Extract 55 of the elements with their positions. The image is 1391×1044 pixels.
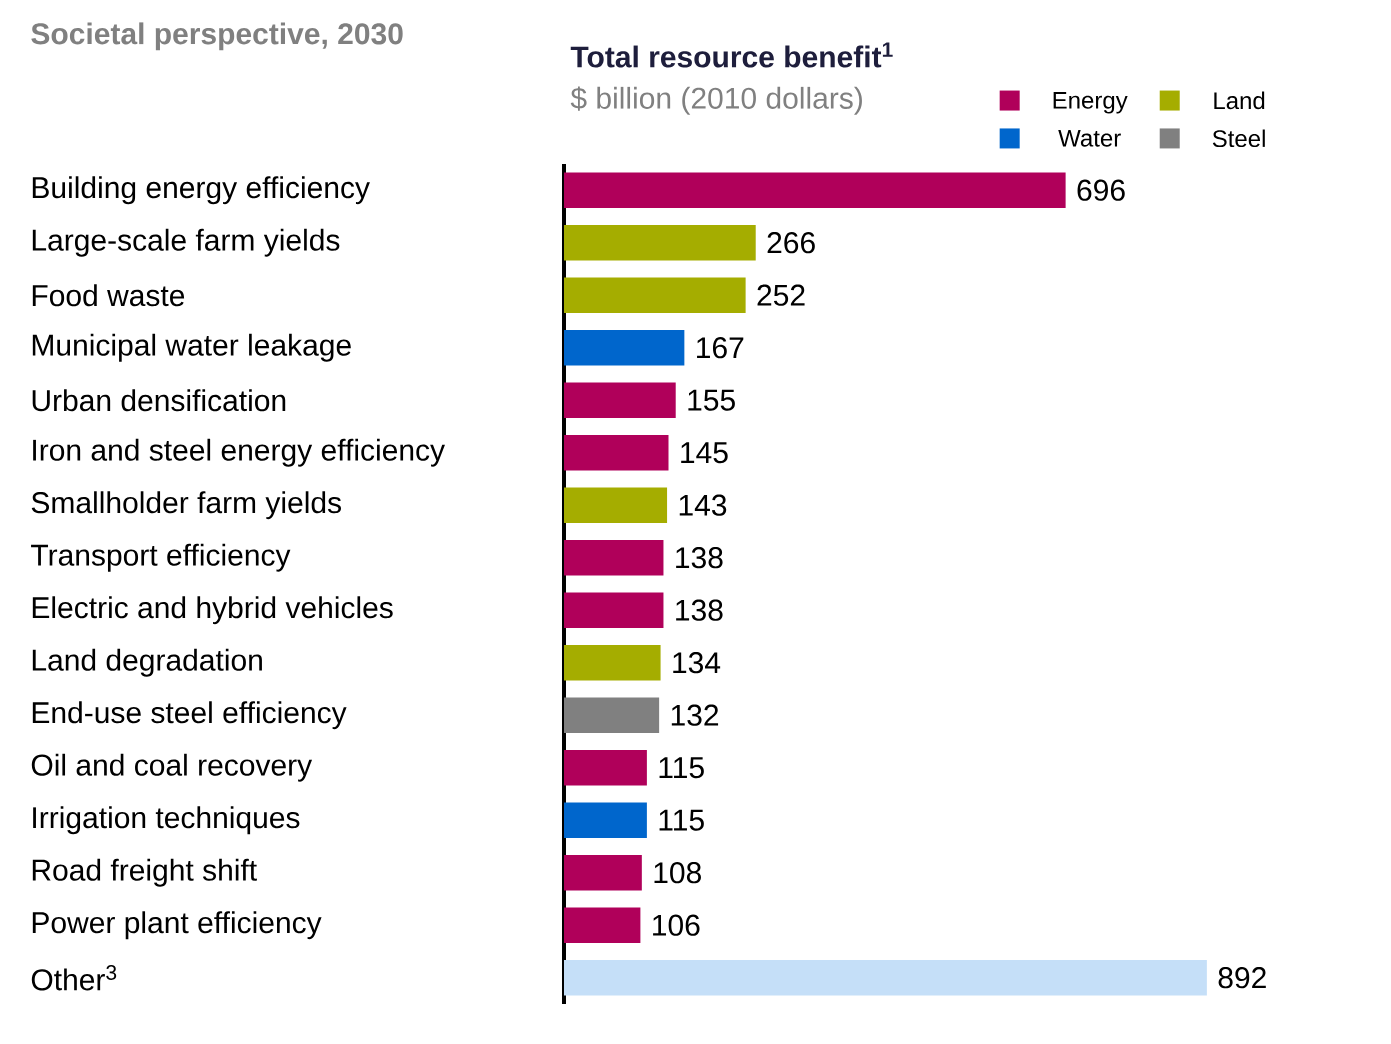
data-label: 134 <box>673 652 721 674</box>
bar <box>564 644 661 681</box>
bar <box>564 697 660 734</box>
y-tick-label: Power plant efficiency <box>32 911 322 940</box>
text: Societal perspective, 2030 <box>31 22 403 51</box>
data-label: 132 <box>671 704 719 726</box>
bar <box>564 959 1207 996</box>
legend-label: Land <box>1214 91 1265 110</box>
data-label: 266 <box>767 232 815 254</box>
data-label: 143 <box>679 494 727 516</box>
y-tick-label: Land degradation <box>32 648 262 677</box>
bar <box>564 382 676 419</box>
bar <box>564 277 746 314</box>
x-axis-title: $ billion (2010 dollars) <box>570 86 862 115</box>
data-label: 138 <box>676 547 723 569</box>
bar <box>564 854 642 891</box>
data-label: 115 <box>659 809 704 831</box>
legend-label: Energy <box>1053 92 1128 114</box>
data-label: 106 <box>653 914 700 936</box>
y-tick-label: End-use steel efficiency <box>32 701 347 730</box>
data-label: 252 <box>757 284 805 306</box>
data-label: 155 <box>688 389 735 411</box>
y-tick-label: Road freight shift <box>32 858 257 887</box>
y-tick-label: Other$^{3}$ <box>31 965 117 991</box>
y-tick-label: Oil and coal recovery <box>31 753 313 782</box>
bar <box>564 329 685 366</box>
data-label: 696 <box>1077 179 1125 201</box>
legend-label: Steel <box>1212 129 1265 148</box>
bar <box>564 434 669 471</box>
y-tick-label: Municipal water leakage <box>32 333 351 362</box>
bar <box>564 802 647 839</box>
bar <box>564 172 1066 209</box>
chart-subtitle: Total resource benefit$^{1}$ <box>570 42 893 68</box>
bar <box>564 224 756 261</box>
y-tick-label: Large-scale farm yields <box>32 228 340 257</box>
bar <box>564 487 668 524</box>
y-tick-label: Urban densification <box>32 389 286 412</box>
data-label: 108 <box>654 862 701 884</box>
y-tick-label: Smallholder farm yields <box>31 491 341 520</box>
y-tick-label: Irrigation techniques <box>33 806 300 835</box>
bar <box>564 539 664 576</box>
data-label: 167 <box>697 337 744 359</box>
data-label: 138 <box>676 599 723 621</box>
bar <box>564 907 641 944</box>
bar <box>564 592 664 629</box>
bar <box>564 749 647 786</box>
legend-label: Water <box>1058 129 1121 147</box>
data-label: 115 <box>659 757 704 779</box>
data-label: 892 <box>1218 967 1266 989</box>
y-tick-label: Transport efficiency <box>31 543 291 572</box>
y-tick-label: Building energy efficiency <box>32 176 370 205</box>
y-tick-label: Food waste <box>32 284 185 307</box>
data-label: 145 <box>681 442 728 464</box>
y-tick-label: Iron and steel energy efficiency <box>33 438 445 467</box>
y-tick-label: Electric and hybrid vehicles <box>32 596 393 625</box>
